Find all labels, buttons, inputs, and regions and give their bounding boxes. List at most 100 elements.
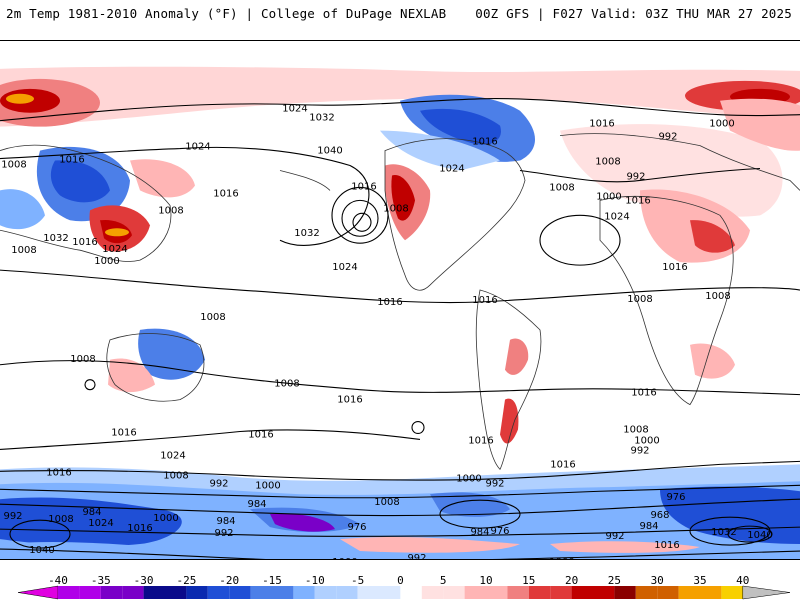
colorbar-swatch [207,586,230,599]
isobar-label: 1016 [46,467,71,478]
isobar-label: 992 [209,478,228,489]
isobar-label: 1016 [589,119,614,130]
colorbar-swatch [443,586,465,599]
isobar-label: 1016 [337,395,362,406]
isobar-label: 1008 [627,294,652,305]
isobar-label: 1016 [662,262,687,273]
isobar-label: 1000 [94,256,119,267]
isobar-label: 1008 [48,514,73,525]
colorbar-arrow-high [742,585,791,600]
isobar-label: 1024 [185,142,210,153]
isobar-label: 1008 [200,312,225,323]
isobar-label: 984 [247,499,266,510]
isobar-label: 1000 [634,435,659,446]
isobar-label: 984 [470,527,489,538]
isobar-label: 976 [490,526,509,537]
isobar-label: 968 [650,510,669,521]
isobar-label: 1000 [255,480,280,491]
isobar-label: 984 [82,507,101,518]
isobar-label: 1008 [11,245,36,256]
isobar-label: 1016 [213,188,238,199]
anomaly-shading [0,41,800,559]
isobar-label: 1040 [747,530,772,541]
isobar-label: 1024 [160,450,185,461]
isobar-label: 1040 [317,146,342,157]
isobar-label: 1008 [623,425,648,436]
isobar-label: 1008 [549,182,574,193]
colorbar-tick-label: -5 [350,574,365,587]
isobar-label: 1016 [472,137,497,148]
colorbar-tick-label: 5 [439,574,447,587]
isobar-label: 1008 [374,497,399,508]
isobar-label: 1032 [43,233,68,244]
colorbar-tick-label: -30 [133,574,154,587]
isobar-label: 992 [485,478,504,489]
colorbar-swatch [272,586,294,599]
colorbar-labels: -40 -35 -30 -25 -20 -15 -10 -5 0 5 10 15 20 25 30 35 40 [0,574,800,587]
colorbar-tick-label: 35 [693,574,707,587]
isobar-label: 984 [216,516,235,527]
isobar-label: 1016 [625,195,650,206]
isobar-label: 1016 [550,459,575,470]
isobar-label: 992 [605,531,624,542]
colorbar-tick-label: 15 [522,574,536,587]
colorbar-swatch [79,586,101,599]
isobar-label: 1024 [88,518,113,529]
isobar-label: 1008 [595,157,620,168]
colorbar-swatch [700,586,722,599]
isobar-label: 1024 [604,211,629,222]
colorbar-swatch [721,586,743,599]
isobar-label: 1032 [711,527,736,538]
colorbar-swatch [100,586,123,599]
isobar-label: 992 [407,553,426,560]
colorbar-swatch [379,586,401,599]
colorbar-swatch [678,586,700,599]
colorbar-tick-label: -25 [176,574,197,587]
colorbar-swatch [186,586,208,599]
colorbar-tick-label: 30 [650,574,664,587]
colorbar-swatch [229,586,251,599]
isobar-label: 1000 [456,473,481,484]
isobar-label: 1032 [294,228,319,239]
colorbar-tick-label: -15 [262,574,282,587]
colorbar-swatch [593,586,615,599]
isobar-label: 1008 [158,205,183,216]
isobar-label: 1000 [549,557,574,560]
isobar-label: 1008 [274,379,299,390]
isobar-label: 1016 [111,427,136,438]
isobar-label: 1032 [309,113,334,124]
colorbar-swatch [336,586,358,599]
colorbar-swatch [314,586,337,599]
isobar-label: 1008 [163,470,188,481]
colorbar-tick-label: 10 [479,574,493,587]
colorbar-swatch [58,586,80,599]
isobar-label: 1040 [29,545,54,556]
isobar-label: 1016 [654,540,679,551]
colorbar-swatch [122,586,144,599]
isobar-label: 992 [658,132,677,143]
colorbar-swatch [464,586,486,599]
colorbar-swatch [571,586,593,599]
isobar-label: 1024 [282,104,307,115]
isobar-label: 1024 [439,164,464,175]
isobar-label: 984 [639,521,658,532]
colorbar-swatch [657,586,679,599]
colorbar-swatch [400,586,422,599]
isobar-label: 1000 [596,191,621,202]
isobar-label: 976 [666,492,685,503]
isobar-label: 1016 [377,297,402,308]
colorbar-swatch [528,586,551,599]
isobar-label: 1008 [383,203,408,214]
colorbar-swatch [421,586,444,599]
isobar-label: 992 [630,445,649,456]
colorbar-tick-label: -35 [90,574,111,587]
colorbar-swatch [486,586,508,599]
isobar-label: 1000 [332,557,357,560]
colorbar-arrow-low [17,585,59,600]
isobar-label: 1008 [70,354,95,365]
colorbar-tick-label: 20 [564,574,579,587]
colorbar-tick-label: 25 [607,574,622,587]
colorbar-swatch [293,586,315,599]
isobar-label: 976 [347,522,366,533]
